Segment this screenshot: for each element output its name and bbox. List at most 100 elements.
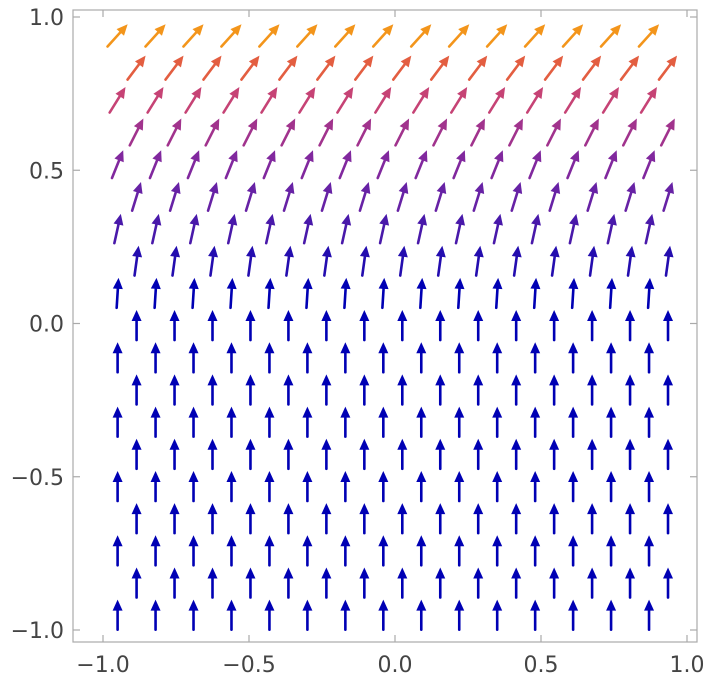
vector-arrow xyxy=(226,535,237,567)
vector-arrow xyxy=(169,567,180,599)
vector-arrow xyxy=(204,118,220,147)
vector-arrow xyxy=(492,342,503,374)
vector-arrow xyxy=(378,535,389,567)
vector-arrow xyxy=(568,470,579,503)
vector-arrow xyxy=(188,470,199,503)
vector-arrow xyxy=(207,310,218,342)
vector-arrow xyxy=(302,535,313,567)
vector-arrow xyxy=(206,181,219,212)
vector-arrow xyxy=(510,181,523,212)
vector-arrow xyxy=(568,599,579,631)
vector-arrow xyxy=(359,567,370,599)
vector-arrow xyxy=(207,503,218,535)
vector-arrow xyxy=(131,503,142,535)
y-tick-label: 1.0 xyxy=(29,6,64,31)
vector-arrow xyxy=(473,503,484,535)
vector-arrow xyxy=(625,245,636,277)
vector-arrow xyxy=(222,87,240,114)
vector-arrow xyxy=(644,470,655,503)
vector-arrow xyxy=(264,599,275,631)
vector-arrow xyxy=(146,87,164,114)
vector-arrow xyxy=(530,213,541,245)
vector-arrow xyxy=(429,55,450,81)
vector-arrow xyxy=(505,55,526,81)
vector-arrow xyxy=(625,310,636,342)
vector-arrow xyxy=(226,342,237,374)
vector-arrow xyxy=(473,374,484,406)
axis-ticks: −1.0 −0.5 0.0 0.5 1.0 −1.0 −0.5 0.0 0.5 1.0 xyxy=(11,6,705,678)
vector-arrow xyxy=(546,118,561,147)
vector-arrow xyxy=(587,438,598,471)
vector-arrow xyxy=(321,245,332,277)
vector-arrow xyxy=(340,599,351,631)
vector-arrow xyxy=(112,599,123,631)
vector-arrow xyxy=(321,438,332,471)
vector-arrow xyxy=(359,438,370,471)
vector-arrow xyxy=(414,150,428,180)
vector-arrow xyxy=(625,374,636,406)
vector-arrow xyxy=(397,374,408,406)
vector-arrow xyxy=(264,406,275,438)
vector-arrow xyxy=(659,118,675,147)
vector-arrow xyxy=(278,55,298,81)
vector-arrow xyxy=(226,470,237,503)
vector-arrow xyxy=(336,87,354,114)
vector-arrow xyxy=(131,567,142,599)
vector-arrow xyxy=(150,342,161,374)
vector-arrow xyxy=(338,150,352,180)
vector-arrow xyxy=(378,599,389,631)
vector-arrow xyxy=(530,406,541,438)
vector-arrow xyxy=(644,535,655,567)
vector-arrow xyxy=(340,342,351,374)
vector-arrow xyxy=(169,438,180,471)
vector-arrow xyxy=(359,374,370,406)
vector-arrow xyxy=(568,406,579,438)
vector-arrow xyxy=(378,213,390,245)
vector-arrow xyxy=(548,181,561,212)
vector-arrow xyxy=(302,406,313,438)
vector-arrow xyxy=(130,181,143,212)
vector-arrow xyxy=(586,181,599,212)
vector-arrow xyxy=(302,213,314,245)
vector-arrow xyxy=(302,277,313,310)
vector-arrow xyxy=(549,245,560,277)
vector-arrow xyxy=(511,438,522,471)
vector-arrow xyxy=(144,24,166,48)
vector-arrow xyxy=(416,599,427,631)
vector-arrow xyxy=(188,599,199,631)
vector-arrow xyxy=(376,150,390,180)
vector-arrow xyxy=(340,535,351,567)
vector-arrow xyxy=(639,87,657,114)
vector-arrow xyxy=(264,535,275,567)
vector-arrow xyxy=(549,503,560,535)
vector-arrow xyxy=(470,118,485,147)
vector-arrow xyxy=(454,406,465,438)
vector-arrow xyxy=(473,310,484,342)
vector-arrow xyxy=(207,374,218,406)
vector-arrow xyxy=(530,470,541,503)
vector-arrow xyxy=(207,567,218,599)
vector-arrow xyxy=(473,245,484,277)
vector-arrow xyxy=(396,181,409,212)
vector-arrow xyxy=(472,181,485,212)
vector-arrow xyxy=(601,87,619,114)
vector-arrow xyxy=(283,310,294,342)
vector-arrow xyxy=(391,55,412,81)
vector-arrow xyxy=(245,310,256,342)
vector-arrow xyxy=(188,406,199,438)
vector-arrow xyxy=(397,245,408,277)
vector-arrow xyxy=(530,277,541,310)
vector-arrow xyxy=(340,213,352,245)
vector-arrow xyxy=(202,55,222,81)
vector-arrow xyxy=(435,245,446,277)
vector-arrow xyxy=(625,438,636,471)
vector-arrow xyxy=(485,24,508,48)
vector-arrow xyxy=(169,374,180,406)
vector-arrow xyxy=(240,55,260,81)
vector-arrow xyxy=(663,245,674,277)
vector-arrow xyxy=(587,567,598,599)
vector-arrow xyxy=(262,150,276,180)
vector-arrow xyxy=(246,245,256,277)
vector-arrow xyxy=(150,470,161,503)
